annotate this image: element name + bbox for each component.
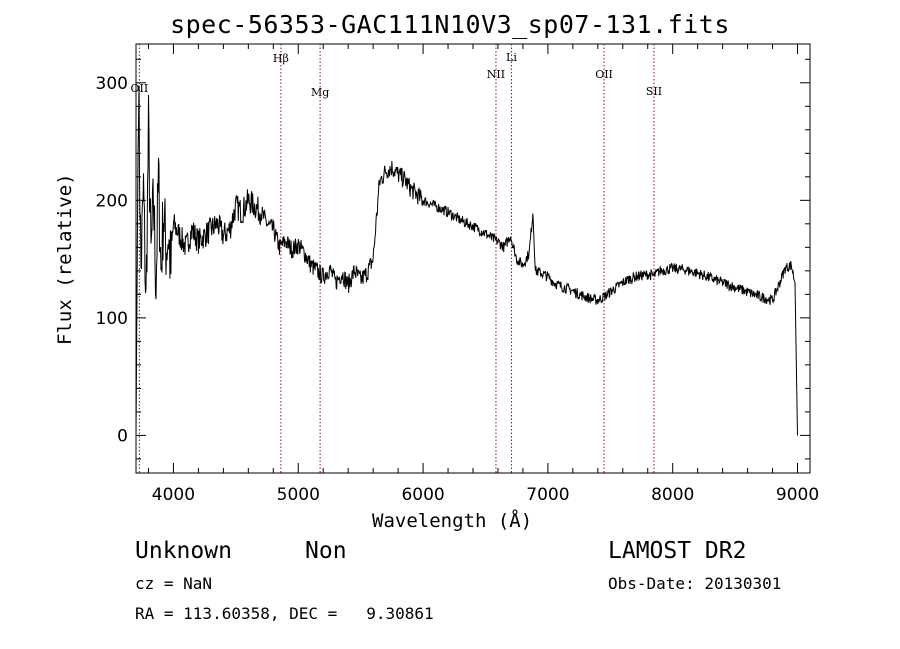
spectral-line-label: OII (595, 68, 613, 81)
spectral-line-label: Li (506, 51, 517, 64)
y-tick-label: 200 (96, 191, 128, 211)
object-class: Unknown (135, 538, 232, 564)
x-tick-label: 7000 (526, 485, 569, 505)
y-tick-label: 0 (117, 426, 128, 446)
spectral-line-label: Mg (311, 86, 329, 99)
x-tick-label: 9000 (776, 485, 819, 505)
axis-ticks: 4000 5000 6000 7000 8000 9000 0 100 200 300 (96, 44, 819, 505)
redshift-cz: cz = NaN (135, 574, 213, 593)
obs-date: Obs-Date: 20130301 (608, 574, 782, 593)
x-tick-label: 6000 (401, 485, 444, 505)
y-axis-label: Flux (relative) (54, 173, 76, 345)
x-tick-label: 4000 (152, 485, 195, 505)
survey-name: LAMOST DR2 (608, 538, 747, 564)
ra-dec: RA = 113.60358, DEC = 9.30861 (135, 604, 434, 623)
x-axis-label: Wavelength (Å) (372, 510, 533, 532)
plot-frame (135, 43, 811, 474)
spectral-line-label: NII (487, 68, 505, 81)
y-tick-label: 100 (96, 309, 128, 329)
x-tick-label: 8000 (651, 485, 694, 505)
spectrum-line (135, 85, 798, 436)
x-tick-label: 5000 (277, 485, 320, 505)
y-tick-label: 300 (96, 74, 128, 94)
spectral-line-label: SII (646, 85, 662, 98)
chart-title: spec-56353-GAC111N10V3_sp07-131.fits (170, 10, 730, 39)
spectral-line-label: Hβ (273, 52, 289, 65)
object-subclass: Non (305, 538, 347, 564)
